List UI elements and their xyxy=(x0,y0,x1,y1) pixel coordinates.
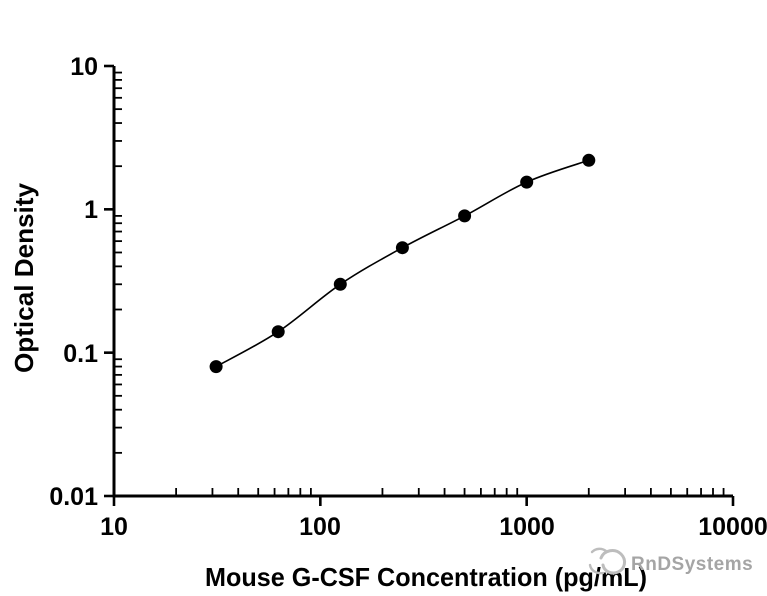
y-axis-label: Optical Density xyxy=(9,182,39,373)
x-tick-label-10: 10 xyxy=(100,513,128,541)
rnd-swirl-logo-icon xyxy=(588,547,627,575)
y-tick-label-10: 10 xyxy=(70,53,98,81)
data-point xyxy=(582,153,596,167)
data-point xyxy=(395,241,409,255)
x-axis-label: Mouse G-CSF Concentration (pg/mL) xyxy=(205,562,647,592)
standard-curve-line xyxy=(215,159,590,368)
data-point xyxy=(271,325,285,339)
axis-ticks xyxy=(104,64,735,506)
axis-lines xyxy=(112,66,733,498)
x-tick-label-100: 100 xyxy=(299,513,341,541)
data-point xyxy=(209,360,223,374)
x-tick-label-10000: 10000 xyxy=(698,513,767,541)
y-tick-label-0p1: 0.1 xyxy=(63,340,98,368)
data-point xyxy=(520,175,534,189)
y-tick-label-0p01: 0.01 xyxy=(49,483,98,511)
y-tick-label-1: 1 xyxy=(84,196,98,224)
data-point xyxy=(333,277,347,291)
data-point xyxy=(458,209,472,223)
rnd-systems-watermark: RnDSystems xyxy=(588,547,753,575)
data-point-markers xyxy=(209,153,596,374)
watermark-text: RnDSystems xyxy=(631,554,753,575)
x-tick-label-1000: 1000 xyxy=(499,513,555,541)
